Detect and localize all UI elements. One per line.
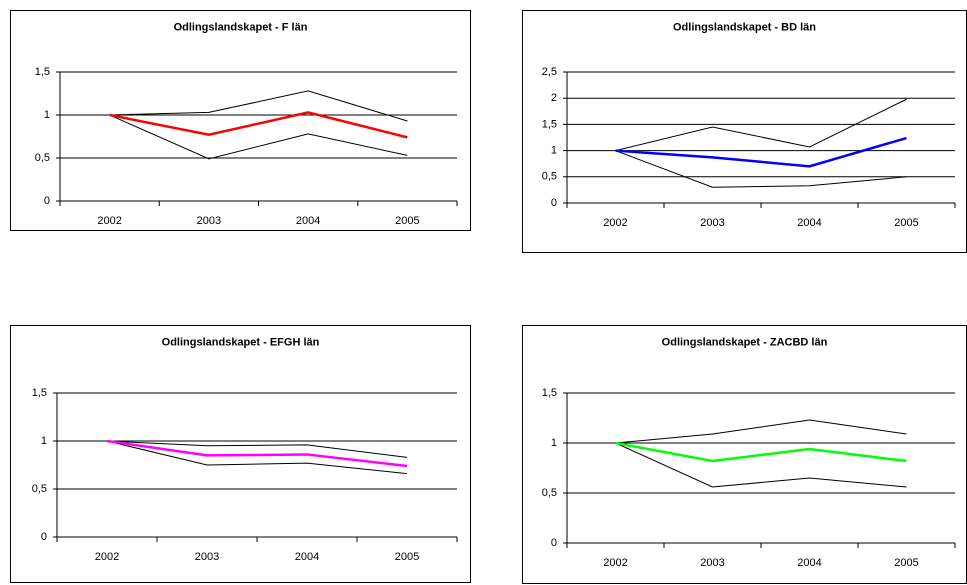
y-tick-label: 1 — [551, 145, 557, 157]
series-line — [109, 114, 408, 160]
x-tick-label: 2002 — [95, 551, 119, 563]
x-tick-label: 2003 — [700, 217, 724, 229]
x-tick-label: 2005 — [395, 215, 419, 227]
chart-title: Odlingslandskapet - F län — [174, 21, 308, 33]
y-tick-label: 0,5 — [542, 487, 557, 499]
series-line — [615, 442, 907, 488]
x-tick-label: 2002 — [603, 557, 627, 569]
x-tick-label: 2005 — [894, 557, 918, 569]
y-tick-label: 0,5 — [32, 483, 47, 495]
chart-title: Odlingslandskapet - BD län — [673, 21, 816, 33]
series-line — [109, 111, 408, 139]
series-line — [109, 90, 408, 122]
series-line — [106, 440, 408, 458]
series-line — [106, 440, 408, 475]
chart-title: Odlingslandskapet - EFGH län — [162, 336, 320, 348]
series-line — [615, 419, 907, 444]
x-tick-label: 2004 — [797, 557, 821, 569]
series-line — [615, 150, 907, 188]
series-line — [615, 136, 907, 168]
y-tick-label: 2,5 — [542, 66, 557, 78]
y-tick-label: 0,5 — [542, 171, 557, 183]
chart-frame — [522, 10, 967, 253]
series-line — [106, 439, 408, 468]
y-tick-label: 2 — [551, 92, 557, 104]
y-tick-label: 1 — [551, 437, 557, 449]
x-tick-label: 2003 — [195, 551, 219, 563]
x-tick-label: 2004 — [296, 215, 320, 227]
chart-frame — [10, 10, 471, 231]
x-tick-label: 2002 — [97, 215, 121, 227]
y-tick-label: 0,5 — [35, 152, 50, 164]
series-line — [615, 441, 907, 463]
y-tick-label: 1,5 — [542, 118, 557, 130]
x-tick-label: 2003 — [700, 557, 724, 569]
chart-title: Odlingslandskapet - ZACBD län — [662, 336, 828, 348]
x-tick-label: 2004 — [295, 551, 319, 563]
x-tick-label: 2002 — [603, 217, 627, 229]
y-tick-label: 1 — [41, 435, 47, 447]
y-tick-label: 0 — [44, 195, 50, 207]
series-line — [615, 98, 907, 152]
x-tick-label: 2003 — [197, 215, 221, 227]
x-tick-label: 2005 — [894, 217, 918, 229]
y-tick-label: 1,5 — [542, 387, 557, 399]
y-tick-label: 0 — [551, 537, 557, 549]
y-tick-label: 1,5 — [32, 387, 47, 399]
x-tick-label: 2005 — [395, 551, 419, 563]
y-tick-label: 0 — [41, 531, 47, 543]
y-tick-label: 0 — [551, 197, 557, 209]
chart-frame — [522, 325, 967, 584]
x-tick-label: 2004 — [797, 217, 821, 229]
y-tick-label: 1 — [44, 109, 50, 121]
y-tick-label: 1,5 — [35, 66, 50, 78]
